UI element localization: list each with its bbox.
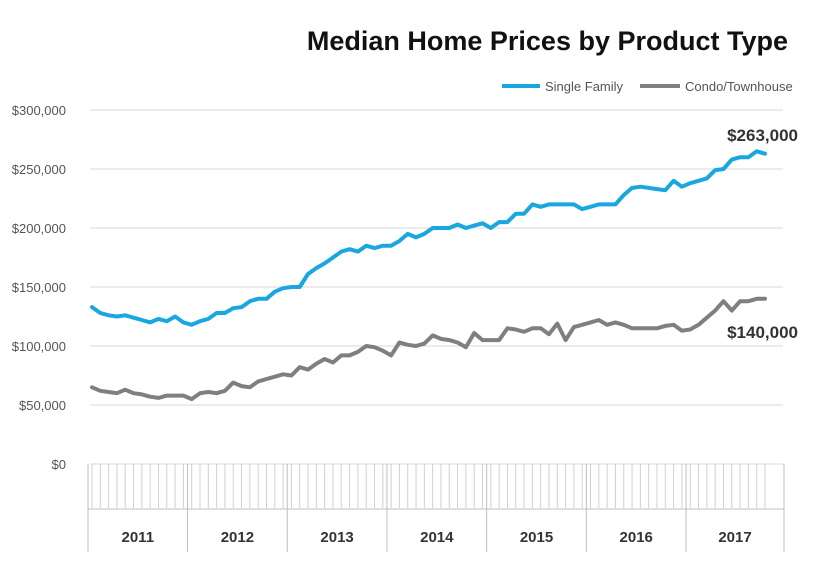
end-label-condo-townhouse: $140,000 — [727, 323, 798, 342]
legend-label-single-family: Single Family — [545, 79, 624, 94]
end-label-single-family: $263,000 — [727, 126, 798, 145]
year-label: 2017 — [718, 529, 751, 546]
y-tick-label: $150,000 — [12, 280, 66, 295]
year-label: 2016 — [620, 529, 653, 546]
series-lines — [90, 149, 767, 402]
x-axis: 2011 2012 2013 2014 2015 2016 2017 — [87, 464, 785, 552]
year-label: 2015 — [520, 529, 553, 546]
chart-title: Median Home Prices by Product Type — [307, 26, 788, 56]
y-tick-label: $100,000 — [12, 339, 66, 354]
year-label: 2011 — [122, 529, 155, 546]
year-label: 2012 — [221, 529, 254, 546]
year-label: 2014 — [420, 529, 454, 546]
y-tick-label: $200,000 — [12, 221, 66, 236]
year-label: 2013 — [320, 529, 353, 546]
y-tick-label: $300,000 — [12, 103, 66, 118]
y-tick-label: $50,000 — [19, 398, 66, 413]
y-axis-tick-labels: $300,000 $250,000 $200,000 $150,000 $100,000… — [12, 103, 66, 472]
y-tick-label: $250,000 — [12, 162, 66, 177]
y-tick-label: $0 — [52, 457, 66, 472]
legend: Single Family Condo/Townhouse — [502, 79, 793, 94]
series-line-single-family — [90, 149, 767, 327]
legend-label-condo-townhouse: Condo/Townhouse — [685, 79, 793, 94]
series-line-condo-townhouse — [90, 296, 767, 402]
gridlines — [90, 109, 783, 465]
